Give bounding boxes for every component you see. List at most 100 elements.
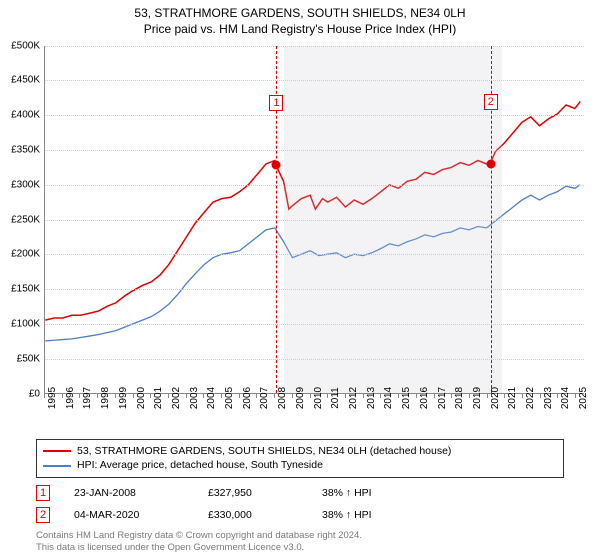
y-tick-label: £250K [11,214,40,225]
event-number-box: 2 [36,507,50,523]
x-tick-mark [398,393,399,398]
event-price: £330,000 [208,509,298,521]
x-tick-label: 2021 [507,386,518,408]
x-tick-mark [345,393,346,398]
x-tick-label: 1999 [118,386,129,408]
x-tick-label: 1995 [47,386,58,408]
x-tick-label: 2005 [224,386,235,408]
event-dot [272,161,281,170]
x-tick-label: 2024 [560,386,571,408]
event-marker: 2 [484,94,498,110]
footer-line: This data is licensed under the Open Gov… [36,542,564,554]
events-table: 123-JAN-2008£327,95038% ↑ HPI204-MAR-202… [36,482,564,526]
x-tick-label: 1998 [100,386,111,408]
x-tick-label: 2008 [277,386,288,408]
y-axis: £0£50K£100K£150K£200K£250K£300K£350K£400… [0,40,44,435]
legend-swatch [43,450,71,452]
y-tick-label: £500K [11,40,40,51]
x-tick-mark [557,393,558,398]
y-tick-label: £450K [11,75,40,86]
event-price: £327,950 [208,487,298,499]
x-tick-mark [44,393,45,398]
x-tick-mark [504,393,505,398]
x-tick-label: 2013 [366,386,377,408]
event-marker: 1 [269,95,283,111]
x-tick-label: 1996 [65,386,76,408]
x-tick-label: 2000 [136,386,147,408]
x-tick-mark [168,393,169,398]
x-tick-mark [575,393,576,398]
x-tick-label: 2006 [242,386,253,408]
x-tick-label: 2012 [348,386,359,408]
event-date: 23-JAN-2008 [74,487,184,499]
x-tick-label: 2018 [454,386,465,408]
legend-label: HPI: Average price, detached house, Sout… [77,458,323,473]
x-tick-label: 2019 [472,386,483,408]
x-tick-label: 2009 [295,386,306,408]
x-tick-label: 2016 [419,386,430,408]
event-delta: 38% ↑ HPI [322,487,372,499]
x-axis: 1995199619971998199920002001200220032004… [44,396,584,436]
x-tick-label: 2015 [401,386,412,408]
event-dot [486,159,495,168]
x-tick-mark [256,393,257,398]
x-tick-mark [62,393,63,398]
x-tick-mark [292,393,293,398]
x-tick-mark [115,393,116,398]
legend: 53, STRATHMORE GARDENS, SOUTH SHIELDS, N… [36,439,564,478]
x-tick-mark [133,393,134,398]
x-tick-mark [150,393,151,398]
event-number-box: 1 [36,485,50,501]
shaded-region [284,46,502,393]
x-tick-mark [327,393,328,398]
x-tick-label: 2011 [330,387,341,409]
chart-area: £0£50K£100K£150K£200K£250K£300K£350K£400… [0,40,600,435]
chart-title: 53, STRATHMORE GARDENS, SOUTH SHIELDS, N… [0,0,600,22]
x-tick-label: 2002 [171,386,182,408]
x-tick-label: 2004 [206,386,217,408]
x-tick-mark [97,393,98,398]
y-tick-label: £350K [11,144,40,155]
x-tick-mark [380,393,381,398]
x-tick-mark [487,393,488,398]
x-tick-label: 2017 [437,386,448,408]
chart-container: 53, STRATHMORE GARDENS, SOUTH SHIELDS, N… [0,0,600,560]
x-tick-label: 2010 [313,386,324,408]
legend-label: 53, STRATHMORE GARDENS, SOUTH SHIELDS, N… [77,444,451,459]
legend-swatch [43,465,71,467]
y-tick-label: £50K [17,353,40,364]
y-tick-label: £300K [11,179,40,190]
x-tick-label: 2014 [383,386,394,408]
x-tick-mark [451,393,452,398]
x-tick-mark [434,393,435,398]
x-tick-label: 2025 [578,386,589,408]
attribution-footer: Contains HM Land Registry data © Crown c… [36,530,564,555]
legend-item: HPI: Average price, detached house, Sout… [43,458,557,473]
y-tick-label: £150K [11,284,40,295]
x-tick-mark [221,393,222,398]
x-tick-mark [310,393,311,398]
x-tick-mark [416,393,417,398]
legend-item: 53, STRATHMORE GARDENS, SOUTH SHIELDS, N… [43,444,557,459]
chart-subtitle: Price paid vs. HM Land Registry's House … [0,22,600,40]
plot-area: 12 [44,46,584,394]
x-tick-mark [239,393,240,398]
x-tick-label: 1997 [82,386,93,408]
event-row: 1 23-JAN-2008 £327,950 38% ↑ HPI [36,482,564,504]
x-tick-mark [79,393,80,398]
x-tick-mark [469,393,470,398]
x-tick-label: 2023 [543,386,554,408]
x-tick-label: 2022 [525,386,536,408]
x-tick-mark [522,393,523,398]
x-tick-mark [274,393,275,398]
x-tick-label: 2020 [490,386,501,408]
x-tick-mark [203,393,204,398]
event-row: 204-MAR-2020£330,00038% ↑ HPI [36,504,564,526]
y-tick-label: £0 [29,388,40,399]
x-tick-label: 2003 [189,386,200,408]
x-tick-mark [363,393,364,398]
y-tick-label: £100K [11,318,40,329]
x-tick-label: 2007 [259,386,270,408]
event-delta: 38% ↑ HPI [322,509,372,521]
x-tick-mark [186,393,187,398]
